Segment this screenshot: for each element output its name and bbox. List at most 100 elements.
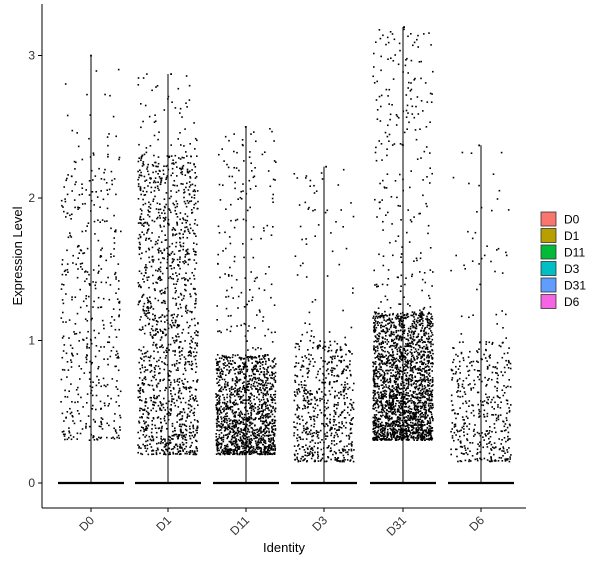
data-point: [69, 434, 72, 437]
data-point: [312, 341, 315, 344]
data-point: [325, 369, 328, 372]
data-point: [421, 384, 423, 386]
data-point: [229, 399, 231, 401]
data-point: [193, 203, 196, 206]
data-point: [264, 442, 267, 445]
data-point: [179, 158, 182, 160]
data-point: [333, 421, 335, 423]
data-point: [157, 448, 159, 451]
data-point: [100, 281, 103, 284]
data-point: [99, 206, 101, 208]
data-point: [137, 303, 140, 306]
data-point: [394, 341, 397, 344]
data-point: [263, 421, 266, 423]
data-point: [428, 355, 430, 358]
data-point: [177, 392, 180, 394]
data-point: [221, 427, 223, 429]
data-point: [195, 330, 198, 332]
data-point: [303, 429, 305, 432]
data-point: [181, 166, 184, 168]
data-point: [155, 449, 158, 452]
data-point: [216, 305, 218, 307]
data-point: [238, 364, 241, 367]
data-point: [234, 372, 236, 375]
data-point: [321, 457, 324, 460]
data-point: [252, 418, 255, 421]
data-point: [220, 451, 223, 454]
data-point: [159, 401, 161, 403]
data-point: [216, 403, 219, 406]
data-point: [429, 167, 431, 169]
data-point: [229, 441, 232, 444]
data-point: [309, 390, 312, 392]
data-point: [160, 345, 162, 348]
data-point: [168, 447, 170, 450]
data-point: [75, 389, 78, 391]
data-point: [137, 384, 139, 387]
data-point: [139, 429, 142, 432]
data-point: [145, 429, 148, 431]
data-point: [393, 381, 396, 384]
data-point: [383, 330, 386, 333]
data-point: [313, 432, 315, 434]
data-point: [192, 453, 195, 456]
data-point: [152, 259, 155, 261]
data-point: [242, 183, 244, 185]
data-point: [141, 379, 144, 381]
data-point: [377, 313, 379, 315]
data-point: [269, 365, 272, 367]
data-point: [147, 309, 150, 312]
data-point: [431, 370, 433, 372]
data-point: [155, 269, 157, 272]
data-point: [302, 419, 304, 421]
data-point: [329, 422, 331, 424]
data-point: [181, 156, 184, 159]
max-point-D3: [325, 165, 327, 168]
data-point: [156, 331, 159, 333]
data-point: [398, 375, 401, 378]
data-point: [422, 325, 424, 327]
data-point: [299, 436, 301, 439]
data-point: [298, 391, 301, 393]
data-point: [256, 370, 258, 372]
data-point: [248, 325, 250, 327]
data-point: [304, 458, 306, 460]
data-point: [71, 347, 74, 349]
data-point: [395, 360, 397, 362]
data-point: [246, 303, 248, 306]
data-point: [308, 353, 310, 356]
data-point: [85, 297, 87, 300]
data-point: [175, 161, 177, 164]
data-point: [189, 428, 191, 430]
data-point: [232, 402, 235, 405]
data-point: [326, 417, 328, 420]
data-point: [189, 223, 191, 226]
data-point: [234, 440, 236, 443]
data-point: [241, 382, 244, 384]
data-point: [216, 354, 219, 356]
data-point: [398, 368, 400, 371]
data-point: [141, 209, 143, 212]
data-point: [340, 348, 343, 351]
data-point: [338, 449, 340, 452]
data-point: [158, 316, 160, 319]
data-point: [159, 328, 161, 331]
data-point: [325, 423, 327, 425]
data-point: [414, 77, 416, 80]
data-point: [265, 393, 267, 395]
data-point: [306, 460, 308, 462]
data-point: [151, 246, 154, 249]
data-point: [216, 446, 219, 449]
data-point: [248, 389, 250, 392]
data-point: [185, 304, 188, 307]
data-point: [174, 154, 177, 157]
data-point: [163, 351, 165, 354]
data-point: [236, 388, 239, 391]
data-point: [331, 427, 333, 429]
data-point: [378, 343, 381, 346]
data-point: [307, 392, 309, 394]
data-point: [237, 198, 239, 200]
data-point: [297, 416, 299, 419]
data-point: [257, 389, 259, 391]
data-point: [352, 292, 354, 294]
